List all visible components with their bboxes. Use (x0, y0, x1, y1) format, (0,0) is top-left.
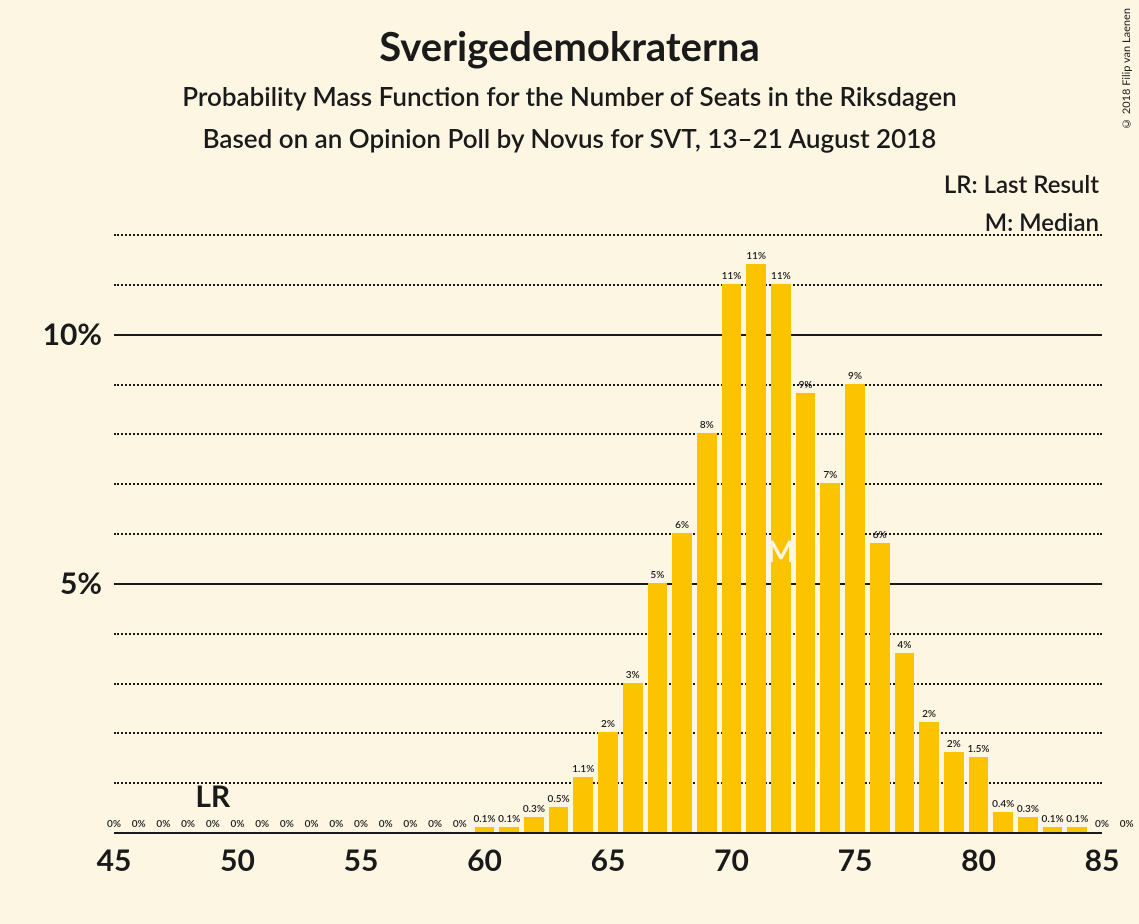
bar-value-label: 2% (947, 738, 961, 750)
bar-value-label: 11% (771, 270, 791, 282)
bar-value-label: 0% (379, 818, 393, 830)
bar: 6% (672, 533, 692, 832)
bar: 0.1% (1067, 827, 1087, 832)
bar-value-label: 0.3% (523, 803, 545, 815)
gridline-minor (114, 533, 1102, 535)
bar-value-label: 6% (873, 529, 887, 541)
bar: 7% (820, 483, 840, 832)
bar-value-label: 0.3% (1017, 803, 1039, 815)
bar-value-label: 0% (354, 818, 368, 830)
bar: 2% (598, 732, 618, 832)
bar-value-label: 0% (403, 818, 417, 830)
bar-value-label: 2% (601, 718, 615, 730)
gridline-minor (114, 433, 1102, 435)
bar-value-label: 2% (922, 708, 936, 720)
bar-value-label: 7% (823, 469, 837, 481)
gridline-minor (114, 483, 1102, 485)
bar-value-label: 4% (897, 639, 911, 651)
bar: 1.5% (969, 757, 989, 832)
bar-value-label: 8% (700, 419, 714, 431)
bar-value-label: 0% (453, 818, 467, 830)
x-tick-label: 75 (838, 842, 873, 878)
plot-area: 5%10%4550556065707580850%0%0%0%0%0%0%0%0… (114, 234, 1102, 832)
bar-value-label: 0% (305, 818, 319, 830)
gridline-minor (114, 384, 1102, 386)
bar-value-label: 0% (255, 818, 269, 830)
bar-value-label: 0.1% (498, 813, 520, 825)
bar-value-label: 0% (132, 818, 146, 830)
legend-median: M: Median (985, 208, 1099, 237)
bar-value-label: 11% (746, 250, 766, 262)
chart-subtitle-1: Probability Mass Function for the Number… (0, 80, 1139, 112)
bar: 0.1% (1043, 827, 1063, 832)
bar: 2% (919, 722, 939, 832)
bar-value-label: 11% (722, 270, 742, 282)
bar-value-label: 0.4% (992, 798, 1014, 810)
bar-value-label: 0% (231, 818, 245, 830)
bar: 0.3% (1018, 817, 1038, 832)
bar: 1.1% (573, 777, 593, 832)
bar-value-label: 0.1% (1042, 813, 1064, 825)
bar-value-label: 1.1% (572, 763, 594, 775)
gridline-minor (114, 633, 1102, 635)
bar-value-label: 6% (675, 519, 689, 531)
bar: 8% (697, 433, 717, 832)
x-tick-label: 60 (467, 842, 502, 878)
gridline-minor (114, 683, 1102, 685)
bar-value-label: 0.1% (473, 813, 495, 825)
marker-last-result: LR (195, 778, 230, 814)
bar-value-label: 0% (181, 818, 195, 830)
y-tick-label: 10% (43, 316, 102, 352)
bar-value-label: 0% (206, 818, 220, 830)
bar: 11% (746, 264, 766, 832)
gridline-major (114, 832, 1102, 834)
bar: 0.4% (993, 812, 1013, 832)
bar: 11% (722, 284, 742, 832)
x-tick-label: 45 (97, 842, 132, 878)
bar-value-label: 0% (156, 818, 170, 830)
chart-subtitle-2: Based on an Opinion Poll by Novus for SV… (0, 122, 1139, 154)
bar-value-label: 0% (107, 818, 121, 830)
bar-value-label: 0% (280, 818, 294, 830)
gridline-major (114, 583, 1102, 585)
bar-value-label: 0% (1120, 818, 1134, 830)
x-tick-label: 55 (344, 842, 379, 878)
bar: 9% (845, 384, 865, 833)
bar: 0.1% (475, 827, 495, 832)
marker-median: M (767, 533, 795, 569)
gridline-major (114, 334, 1102, 336)
y-tick-label: 5% (60, 565, 102, 601)
bar-value-label: 1.5% (967, 743, 989, 755)
bar-value-label: 9% (848, 370, 862, 382)
x-tick-label: 70 (714, 842, 749, 878)
bar-value-label: 0.5% (548, 793, 570, 805)
copyright-text: © 2018 Filip van Laenen (1120, 8, 1133, 130)
legend-last-result: LR: Last Result (944, 170, 1099, 199)
bar-value-label: 0% (1095, 818, 1109, 830)
x-tick-label: 85 (1085, 842, 1120, 878)
x-tick-label: 50 (220, 842, 255, 878)
bar: 0.5% (549, 807, 569, 832)
bar-value-label: 9% (799, 379, 813, 391)
gridline-minor (114, 284, 1102, 286)
bar-value-label: 0% (428, 818, 442, 830)
chart-title: Sverigedemokraterna (0, 22, 1139, 70)
gridline-minor (114, 234, 1102, 236)
bar: 3% (623, 683, 643, 833)
bar: 0.1% (499, 827, 519, 832)
bar-value-label: 0% (329, 818, 343, 830)
bar: 9% (796, 393, 816, 832)
bar-value-label: 0.1% (1066, 813, 1088, 825)
x-tick-label: 80 (961, 842, 996, 878)
bar: 0.3% (524, 817, 544, 832)
bar-value-label: 3% (626, 669, 640, 681)
bar: 4% (895, 653, 915, 832)
bar: 5% (648, 583, 668, 832)
bar: 6% (870, 543, 890, 832)
bar: 2% (944, 752, 964, 832)
x-tick-label: 65 (591, 842, 626, 878)
bar-value-label: 5% (650, 569, 664, 581)
